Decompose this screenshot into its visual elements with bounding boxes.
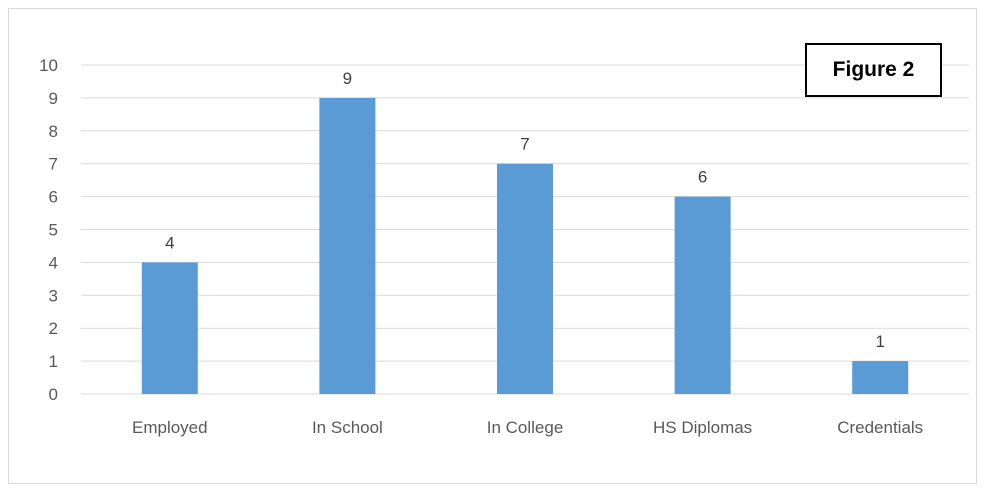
gridlines <box>81 64 969 395</box>
y-tick-label: 5 <box>49 221 58 240</box>
bar <box>674 196 731 394</box>
y-tick-label: 0 <box>49 385 58 404</box>
y-tick-label: 1 <box>49 352 58 371</box>
y-tick-label: 10 <box>39 56 58 75</box>
data-label: 4 <box>165 233 174 252</box>
bar <box>319 97 376 395</box>
bar <box>852 361 909 394</box>
figure-annotation: Figure 2 <box>805 43 942 97</box>
data-label: 6 <box>698 168 707 187</box>
x-tick-label: In School <box>312 418 383 437</box>
data-label: 1 <box>875 332 884 351</box>
y-tick-label: 4 <box>49 253 58 272</box>
data-label: 9 <box>343 69 352 88</box>
bar <box>497 163 553 394</box>
data-labels: 4 9 7 6 1 <box>165 69 885 351</box>
y-axis-ticks: 0 1 2 3 4 5 6 7 8 9 10 <box>39 56 58 404</box>
y-tick-label: 7 <box>49 155 58 174</box>
y-tick-label: 6 <box>49 188 58 207</box>
x-axis-ticks: Employed In School In College HS Diplomas Cr… <box>132 418 923 437</box>
y-tick-label: 8 <box>49 122 58 141</box>
x-tick-label: Employed <box>132 418 208 437</box>
x-tick-label: In College <box>487 418 564 437</box>
bar <box>141 262 198 394</box>
y-tick-label: 3 <box>49 286 58 305</box>
figure-annotation-text: Figure 2 <box>832 58 915 81</box>
data-label: 7 <box>520 135 529 154</box>
bars <box>141 97 909 395</box>
y-tick-label: 2 <box>49 319 58 338</box>
x-tick-label: HS Diplomas <box>653 418 752 437</box>
y-tick-label: 9 <box>49 89 58 108</box>
x-tick-label: Credentials <box>837 418 923 437</box>
